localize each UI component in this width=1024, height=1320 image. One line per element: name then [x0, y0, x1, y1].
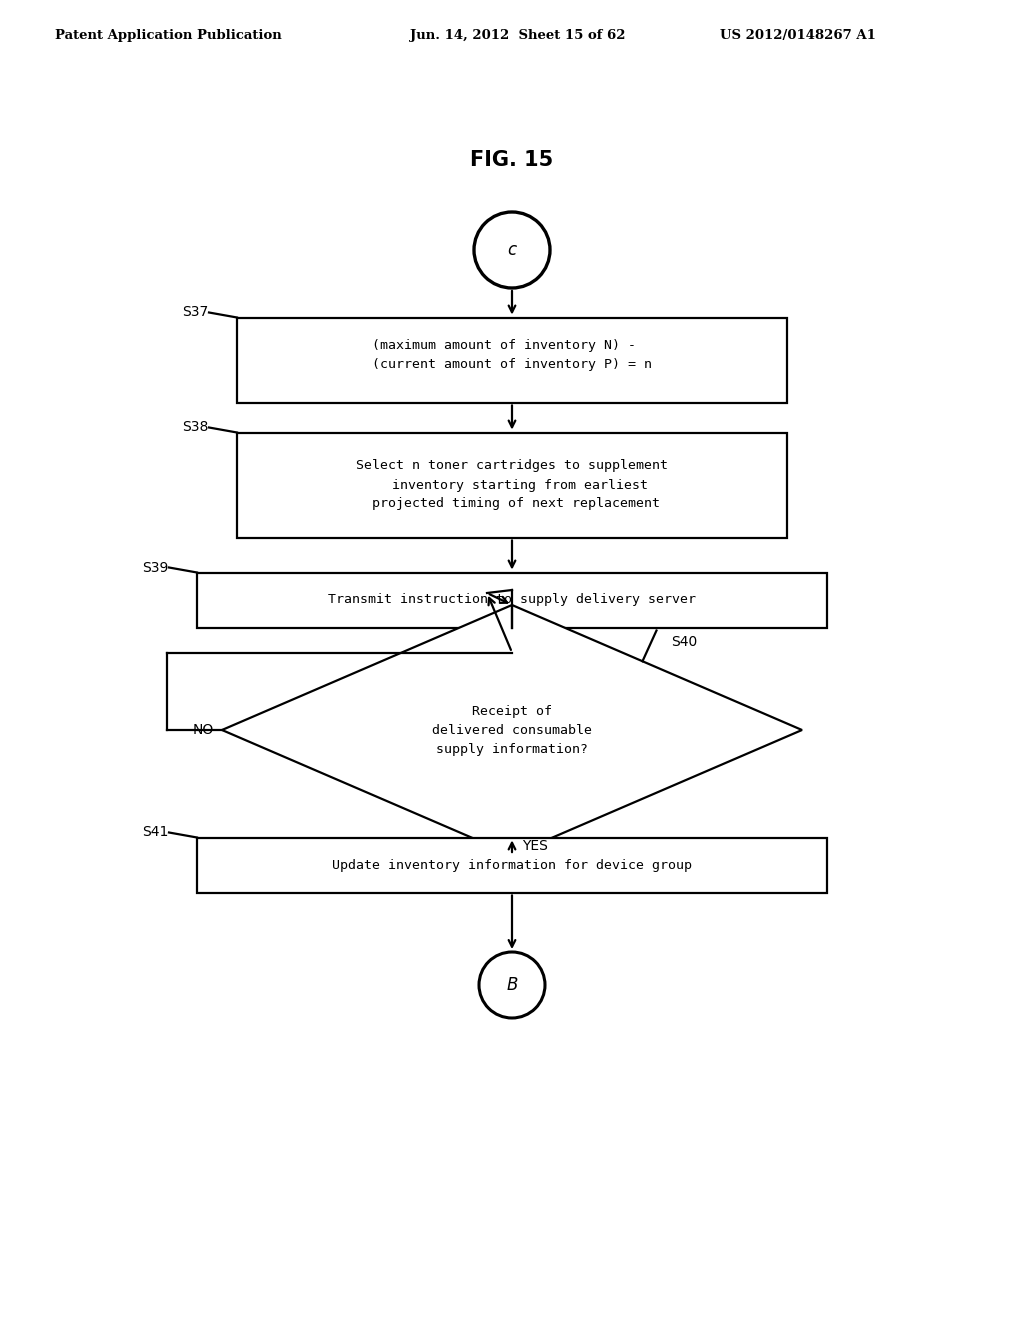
Bar [237, 318, 787, 403]
Text: S40: S40 [672, 635, 697, 649]
Text: Patent Application Publication: Patent Application Publication [55, 29, 282, 41]
Text: YES: YES [522, 840, 548, 853]
Text: c: c [508, 242, 516, 259]
Text: (maximum amount of inventory N) -
(current amount of inventory P) = n: (maximum amount of inventory N) - (curre… [372, 339, 652, 371]
Circle shape [479, 952, 545, 1018]
Text: Select n toner cartridges to supplement
  inventory starting from earliest
 proj: Select n toner cartridges to supplement … [356, 459, 668, 511]
Text: S39: S39 [142, 561, 168, 574]
Text: S37: S37 [182, 305, 208, 319]
Polygon shape [222, 605, 802, 855]
Bar [197, 837, 827, 892]
Circle shape [474, 213, 550, 288]
Text: Transmit instruction to supply delivery server: Transmit instruction to supply delivery … [328, 594, 696, 606]
Text: NO: NO [193, 723, 214, 737]
Text: US 2012/0148267 A1: US 2012/0148267 A1 [720, 29, 876, 41]
Text: S38: S38 [182, 421, 208, 434]
Text: S41: S41 [142, 825, 168, 840]
Text: Receipt of
delivered consumable
supply information?: Receipt of delivered consumable supply i… [432, 705, 592, 755]
Bar [197, 573, 827, 627]
Bar [237, 433, 787, 537]
Text: B: B [506, 975, 518, 994]
Text: Update inventory information for device group: Update inventory information for device … [332, 858, 692, 871]
Text: Jun. 14, 2012  Sheet 15 of 62: Jun. 14, 2012 Sheet 15 of 62 [410, 29, 626, 41]
Text: FIG. 15: FIG. 15 [470, 150, 554, 170]
